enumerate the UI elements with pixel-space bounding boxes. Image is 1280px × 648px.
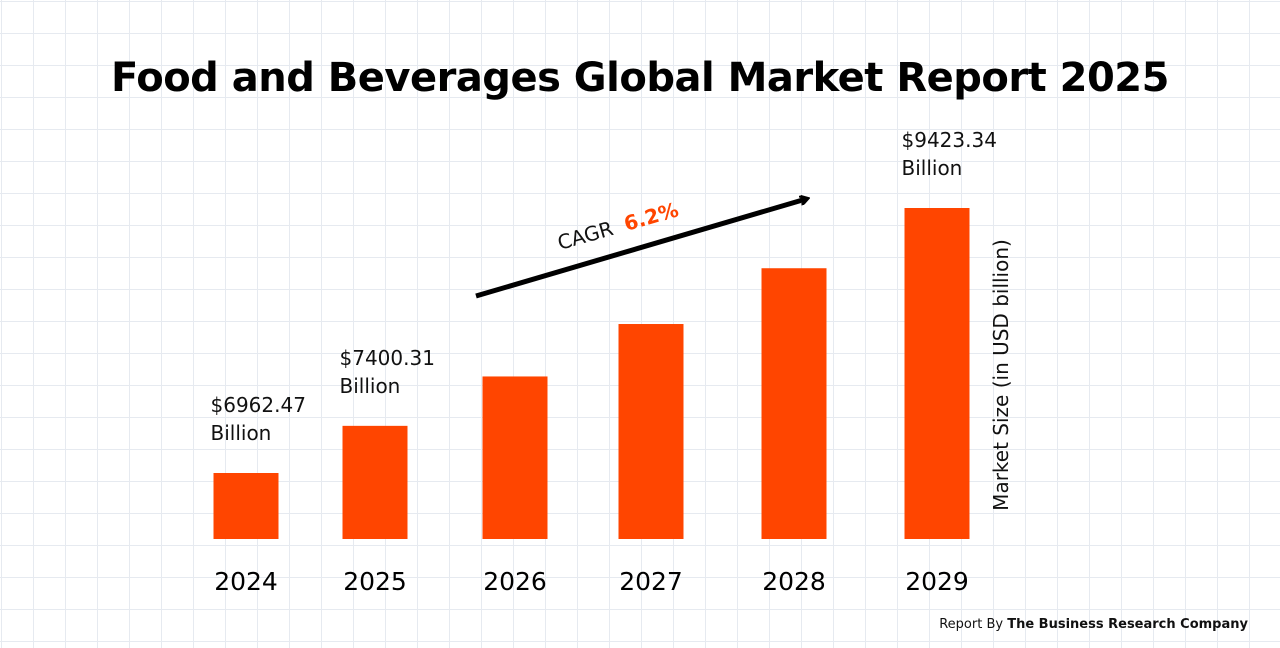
bar-2028 bbox=[761, 268, 827, 539]
cagr-prefix: CAGR bbox=[555, 216, 616, 255]
cagr-value: 6.2% bbox=[621, 197, 681, 235]
cagr-annotation: CAGR 6.2% bbox=[555, 197, 681, 254]
bar-2025 bbox=[342, 425, 408, 539]
bars-group bbox=[213, 208, 970, 539]
source-credit: Report By The Business Research Company bbox=[939, 617, 1248, 632]
value-label-2024: $6962.47 Billion bbox=[211, 393, 306, 445]
source-prefix: Report By bbox=[939, 617, 1004, 632]
bar-2027 bbox=[618, 324, 684, 539]
source-company: The Business Research Company bbox=[1007, 617, 1248, 632]
x-tick-2026: 2026 bbox=[483, 567, 547, 596]
cagr-arrow bbox=[475, 199, 806, 299]
value-unit: Billion bbox=[340, 374, 401, 398]
bar-2026 bbox=[482, 376, 548, 539]
value-labels-group: $6962.47 Billion $7400.31 Billion $9423.34 Bi… bbox=[211, 128, 997, 445]
bar-2029 bbox=[904, 208, 970, 539]
bar-2024 bbox=[213, 473, 279, 539]
chart-title: Food and Beverages Global Market Report … bbox=[111, 55, 1169, 101]
value-label-2029: $9423.34 Billion bbox=[902, 128, 997, 180]
x-tick-2025: 2025 bbox=[343, 567, 407, 596]
value-amount: $6962.47 bbox=[211, 393, 306, 417]
x-tick-2029: 2029 bbox=[905, 567, 969, 596]
x-tick-2028: 2028 bbox=[762, 567, 826, 596]
y-axis-label: Market Size (in USD billion) bbox=[989, 239, 1013, 511]
value-unit: Billion bbox=[211, 421, 272, 445]
x-tick-labels-group: 2024 2025 2026 2027 2028 2029 bbox=[214, 567, 969, 596]
x-tick-2024: 2024 bbox=[214, 567, 278, 596]
x-tick-2027: 2027 bbox=[619, 567, 683, 596]
value-amount: $9423.34 bbox=[902, 128, 997, 152]
value-amount: $7400.31 bbox=[340, 346, 435, 370]
value-label-2025: $7400.31 Billion bbox=[340, 346, 435, 398]
value-unit: Billion bbox=[902, 156, 963, 180]
